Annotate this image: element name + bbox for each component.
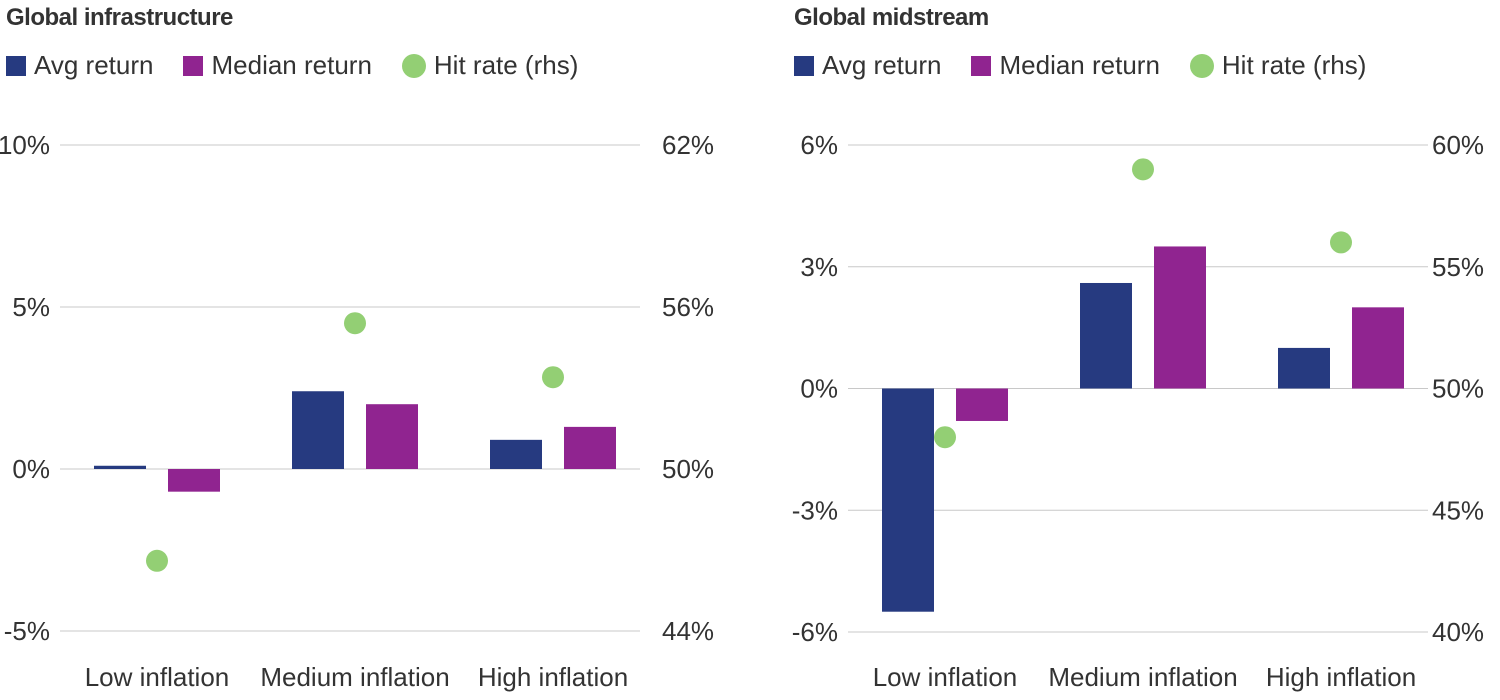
legend-swatch xyxy=(6,55,26,76)
legend-label: Hit rate (rhs) xyxy=(1221,50,1367,80)
legend-label: Median return xyxy=(999,50,1160,80)
point xyxy=(934,426,956,449)
plot-area: 10% 5% 0% -5% 62% 56% 50% 44% Low inflation Mediu… xyxy=(0,130,714,692)
legend-item-avg-return: Avg return xyxy=(794,50,941,81)
y-tick-label-left: 3% xyxy=(800,252,838,282)
y-tick-label-right: 50% xyxy=(662,454,714,484)
x-tick-label: Medium inflation xyxy=(1048,662,1237,692)
y-tick-label-left: 5% xyxy=(12,292,50,322)
bar xyxy=(292,391,344,469)
chart-panel-midstream: Global midstream Avg return Median retur… xyxy=(788,0,1500,700)
legend-swatch xyxy=(971,55,992,76)
bar xyxy=(94,465,146,469)
bar xyxy=(1080,282,1132,389)
bar xyxy=(882,388,934,612)
y-tick-label-right: 55% xyxy=(1432,252,1484,282)
y-tick-label-left: 10% xyxy=(0,130,50,160)
legend: Avg return Median return Hit rate (rhs) xyxy=(6,50,608,81)
y-tick-label-right: 56% xyxy=(662,292,714,322)
bar xyxy=(366,404,418,469)
y-tick-label-left: 0% xyxy=(800,374,838,404)
legend-label: Hit rate (rhs) xyxy=(433,50,579,80)
y-tick-label-right: 62% xyxy=(662,130,714,160)
bar xyxy=(956,388,1008,421)
y-tick-label-left: -3% xyxy=(792,495,838,525)
plot-area: 6% 3% 0% -3% -6% 60% 55% 50% 45% 40% Low inflation… xyxy=(792,130,1484,692)
point xyxy=(344,312,366,335)
bar xyxy=(490,439,542,469)
legend-swatch xyxy=(401,53,426,78)
legend-item-avg-return: Avg return xyxy=(6,50,153,81)
y-tick-label-right: 40% xyxy=(1432,617,1484,647)
x-tick-label: Medium inflation xyxy=(260,662,449,692)
chart-title: Global midstream xyxy=(794,4,989,31)
legend-swatch xyxy=(794,55,814,76)
legend: Avg return Median return Hit rate (rhs) xyxy=(794,50,1396,81)
legend-item-median-return: Median return xyxy=(971,50,1160,81)
y-tick-label-left: -5% xyxy=(4,616,50,646)
legend-label: Avg return xyxy=(822,50,942,80)
legend-label: Median return xyxy=(211,50,372,80)
bar xyxy=(1154,246,1206,389)
bar xyxy=(168,469,220,492)
bar xyxy=(1278,347,1330,389)
x-tick-label: High inflation xyxy=(1266,662,1416,692)
legend-item-hit-rate: Hit rate (rhs) xyxy=(401,50,579,81)
chart-title: Global infrastructure xyxy=(6,4,233,31)
y-tick-label-right: 60% xyxy=(1432,130,1484,160)
legend-item-hit-rate: Hit rate (rhs) xyxy=(1189,50,1367,81)
y-tick-label-left: 0% xyxy=(12,454,50,484)
y-tick-label-right: 45% xyxy=(1432,495,1484,525)
legend-item-median-return: Median return xyxy=(183,50,372,81)
x-tick-label: Low inflation xyxy=(873,662,1018,692)
y-tick-label-left: -6% xyxy=(792,617,838,647)
legend-swatch xyxy=(183,55,204,76)
point xyxy=(1132,158,1154,181)
bar xyxy=(564,426,616,469)
bar xyxy=(1352,307,1404,389)
x-tick-label: High inflation xyxy=(478,662,628,692)
chart-panel-infrastructure: Global infrastructure Avg return Median … xyxy=(0,4,714,692)
y-tick-label-left: 6% xyxy=(800,130,838,160)
x-tick-label: Low inflation xyxy=(85,662,230,692)
point xyxy=(1330,231,1352,254)
y-tick-label-right: 50% xyxy=(1432,374,1484,404)
point xyxy=(542,366,564,389)
legend-label: Avg return xyxy=(34,50,154,80)
point xyxy=(146,549,168,572)
y-tick-label-right: 44% xyxy=(662,616,714,646)
legend-swatch xyxy=(1189,53,1214,78)
